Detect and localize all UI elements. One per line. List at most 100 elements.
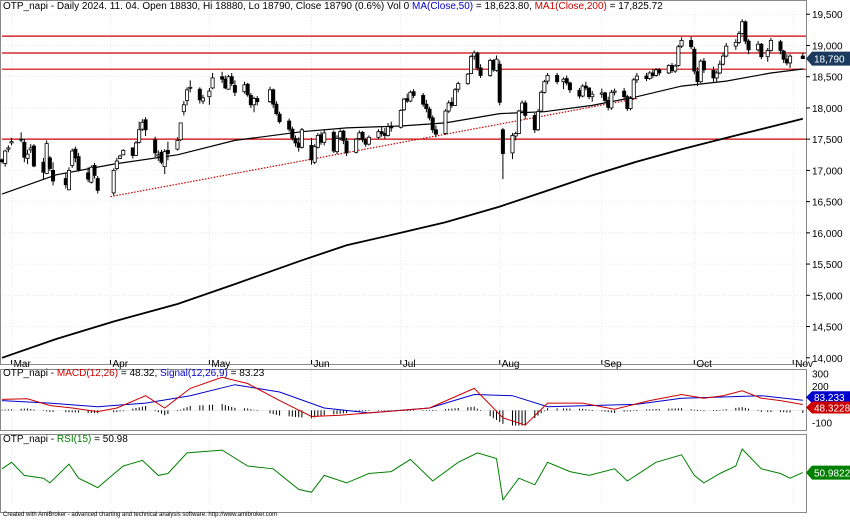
candle-body bbox=[443, 110, 448, 134]
candle bbox=[666, 64, 671, 75]
date-tick-label: Aug bbox=[502, 359, 520, 370]
candle-body bbox=[114, 160, 119, 169]
candle-body bbox=[220, 76, 225, 80]
candle bbox=[47, 156, 52, 172]
candle bbox=[561, 77, 566, 90]
candle-body bbox=[733, 41, 738, 47]
price-grid bbox=[0, 0, 807, 505]
candle-body bbox=[427, 108, 432, 119]
candle-body bbox=[0, 159, 4, 163]
candle-body bbox=[510, 135, 515, 154]
candle-body bbox=[248, 95, 253, 106]
candle-body bbox=[421, 95, 426, 105]
candle-body bbox=[31, 145, 36, 167]
candle-body bbox=[513, 133, 518, 137]
candle-body bbox=[577, 90, 582, 97]
price-tick-label: 15,000 bbox=[812, 291, 843, 302]
candle-body bbox=[159, 151, 164, 163]
candle bbox=[724, 42, 729, 58]
candle-body bbox=[25, 153, 30, 159]
candle bbox=[41, 157, 46, 180]
candle bbox=[510, 132, 515, 160]
candle bbox=[344, 137, 349, 157]
candle-body bbox=[768, 40, 773, 51]
candle-body bbox=[676, 46, 681, 66]
candle bbox=[676, 44, 681, 67]
candle-body bbox=[92, 164, 97, 176]
candle-body bbox=[599, 92, 604, 95]
candle-body bbox=[210, 77, 215, 89]
candle-body bbox=[366, 136, 371, 145]
macd-tick-label: -100 bbox=[812, 419, 832, 430]
candle-body bbox=[200, 97, 205, 102]
date-tick-label: Oct bbox=[696, 359, 712, 370]
candle-body bbox=[89, 166, 94, 183]
candle-body bbox=[232, 85, 237, 93]
candle-body bbox=[22, 141, 27, 158]
candle-body bbox=[692, 48, 697, 72]
signal-line bbox=[1, 384, 803, 414]
candle bbox=[354, 137, 359, 154]
candle-body bbox=[657, 69, 662, 74]
candle-body bbox=[603, 92, 608, 101]
price-tick-label: 17,500 bbox=[812, 135, 843, 146]
rsi-label: RSI(15) bbox=[56, 434, 92, 445]
candle bbox=[73, 146, 78, 163]
candle bbox=[341, 129, 346, 145]
price-tick-label: 14,500 bbox=[812, 323, 843, 334]
candle bbox=[319, 131, 324, 145]
candle-body bbox=[622, 90, 627, 98]
candle-body bbox=[137, 129, 142, 143]
candle-body bbox=[386, 126, 391, 136]
candle bbox=[299, 127, 304, 149]
macd-value-badge bbox=[806, 401, 850, 414]
candle-body bbox=[488, 60, 493, 76]
candle bbox=[446, 100, 451, 113]
candle bbox=[22, 138, 27, 163]
candle-body bbox=[628, 98, 633, 109]
candle-body bbox=[453, 89, 458, 106]
date-tick-label: Sep bbox=[604, 359, 622, 370]
candle bbox=[242, 81, 247, 94]
candle-body bbox=[536, 111, 541, 131]
candle-body bbox=[478, 67, 483, 76]
candle bbox=[309, 137, 314, 165]
candle bbox=[411, 89, 416, 98]
candle-body bbox=[449, 101, 454, 106]
candle bbox=[670, 62, 675, 73]
candle bbox=[532, 112, 537, 133]
candle bbox=[200, 94, 205, 105]
candle-body bbox=[299, 129, 304, 148]
candle-body bbox=[9, 141, 14, 144]
candle bbox=[360, 131, 365, 143]
candle bbox=[590, 91, 595, 102]
candle-body bbox=[644, 75, 649, 79]
candle bbox=[408, 90, 413, 103]
candle-body bbox=[130, 147, 135, 156]
candle-body bbox=[70, 150, 75, 166]
candle bbox=[111, 168, 116, 196]
candle bbox=[44, 140, 49, 175]
candle bbox=[31, 144, 36, 168]
candle bbox=[756, 41, 761, 52]
price-pane-title: OTP_napi - Daily 2024. 11. 04. Open 1883… bbox=[3, 1, 663, 12]
rsi-frame bbox=[0, 434, 807, 513]
candle bbox=[746, 39, 751, 55]
candle-body bbox=[162, 151, 167, 168]
candle bbox=[542, 79, 547, 94]
price-tick-label: 19,000 bbox=[812, 41, 843, 52]
candle bbox=[293, 135, 298, 147]
candle-body bbox=[63, 178, 68, 186]
candle bbox=[743, 20, 748, 45]
macd-label: MACD(12,26) bbox=[56, 368, 119, 379]
candle bbox=[229, 72, 234, 87]
candle bbox=[277, 111, 282, 124]
rsi-pane-title: OTP_napi - RSI(15) = 50.98 bbox=[3, 434, 128, 445]
candle bbox=[714, 70, 719, 83]
candle bbox=[781, 49, 786, 63]
candle-body bbox=[44, 143, 49, 174]
candle-body bbox=[165, 149, 170, 154]
candle-body bbox=[475, 52, 480, 69]
